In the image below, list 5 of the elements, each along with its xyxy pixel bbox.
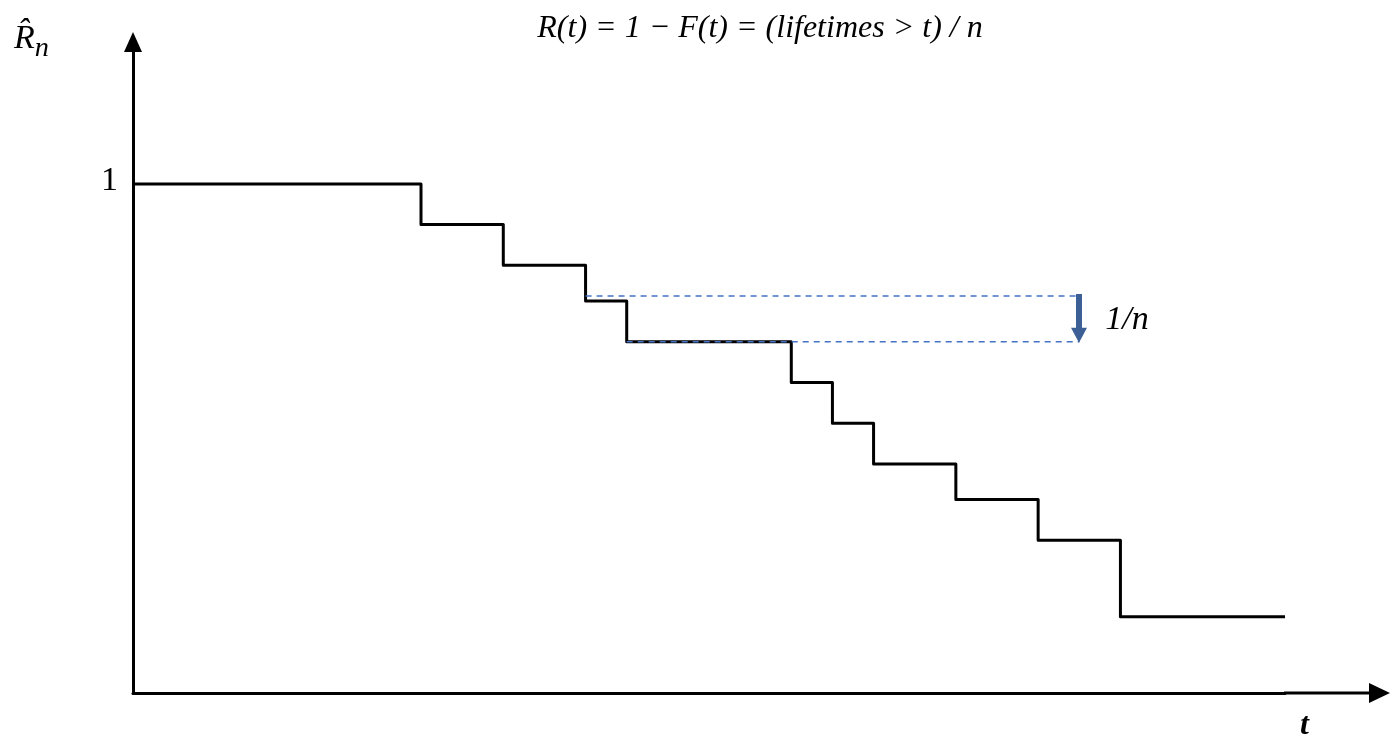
text: 1 (100, 159, 118, 198)
annotation: 1/n (1105, 298, 1149, 337)
x-axis-title: t (1300, 705, 1309, 742)
chart-title: R(t) = 1 − F(t) = (lifetimes > t) / n (536, 8, 984, 45)
y-axis-title: R̂$_{n}$ (14, 18, 49, 63)
